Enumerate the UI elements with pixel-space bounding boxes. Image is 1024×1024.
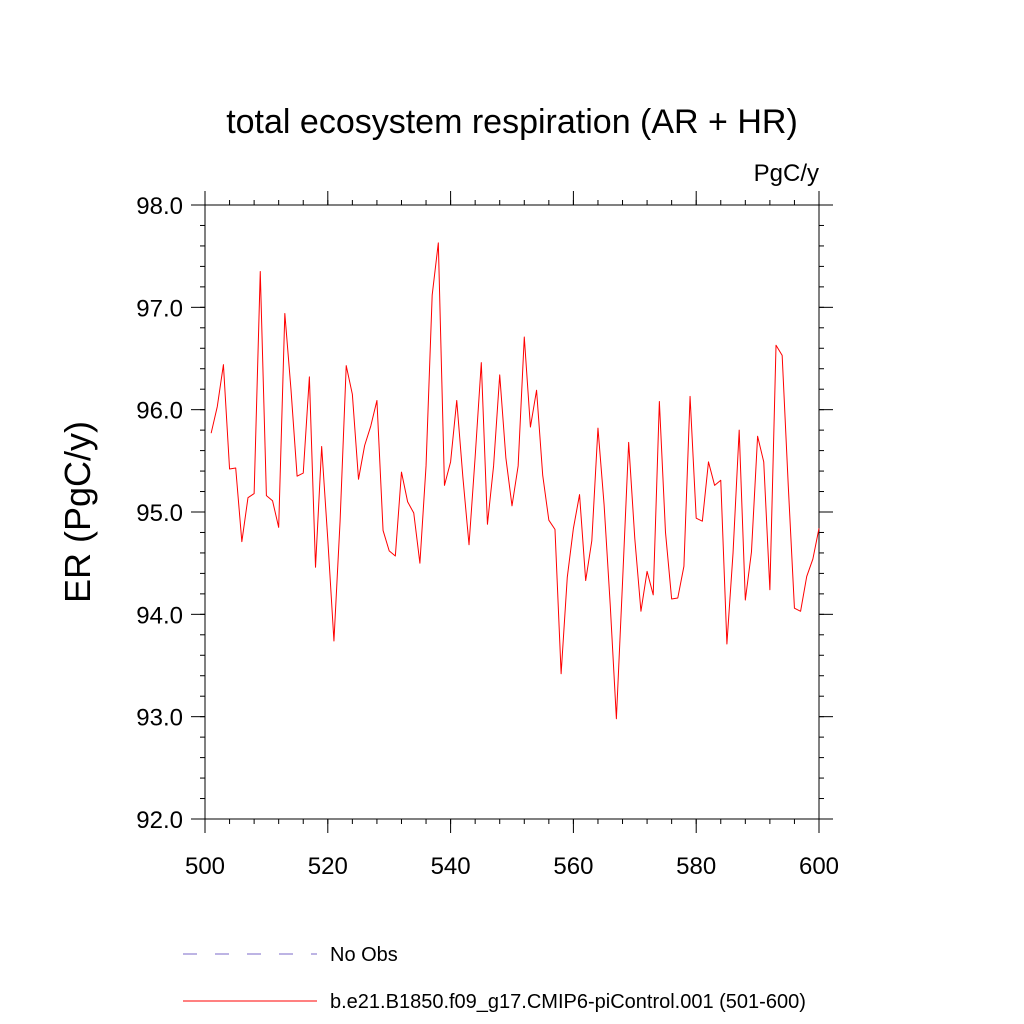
series-layer [210,242,820,720]
x-tick-label: 500 [185,853,225,880]
y-tick-label: 93.0 [136,705,183,732]
x-tick-label: 600 [799,853,839,880]
plot-frame [204,204,820,820]
y-axis-ticks: 92.0 93.0 94.0 95.0 96.0 97.0 98.0 [136,193,833,834]
x-tick-label: 580 [676,853,716,880]
y-tick-label: 95.0 [136,500,183,527]
y-tick-label: 96.0 [136,398,183,425]
y-tick-label: 92.0 [136,807,183,834]
x-tick-label: 540 [431,853,471,880]
y-tick-label: 98.0 [136,193,183,220]
units-label: PgC/y [754,160,819,187]
legend: No Obs b.e21.B1850.f09_g17.CMIP6-piContr… [183,944,806,1013]
chart-title: total ecosystem respiration (AR + HR) [226,103,798,141]
series-line [210,242,820,720]
legend-label-model: b.e21.B1850.f09_g17.CMIP6-piControl.001 … [330,991,806,1013]
x-axis-ticks: 500 520 540 560 580 600 [185,191,839,880]
legend-label-no-obs: No Obs [330,944,398,966]
x-tick-label: 560 [553,853,593,880]
y-tick-label: 97.0 [136,295,183,322]
y-axis-label: ER (PgC/y) [57,421,98,603]
y-tick-label: 94.0 [136,602,183,629]
x-tick-label: 520 [308,853,348,880]
